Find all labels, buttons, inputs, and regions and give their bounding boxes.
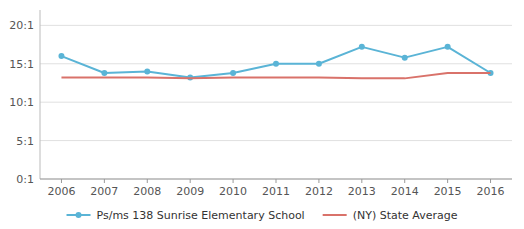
plot-area	[58, 44, 493, 81]
legend-label: Ps/ms 138 Sunrise Elementary School	[97, 209, 305, 222]
point-marker	[359, 44, 365, 50]
y-axis: 0:1 5:1 10:1 15:1 20:1	[9, 10, 512, 186]
point-marker	[445, 44, 451, 50]
legend: Ps/ms 138 Sunrise Elementary School (NY) …	[67, 209, 458, 222]
x-tick-label: 2012	[305, 185, 333, 198]
x-tick	[447, 179, 448, 183]
x-tick-label: 2006	[47, 185, 75, 198]
grid-line	[40, 25, 512, 26]
point-marker	[273, 61, 279, 67]
x-tick	[147, 179, 148, 183]
x-tick	[190, 179, 191, 183]
grid-line	[40, 102, 512, 103]
x-tick	[233, 179, 234, 183]
x-tick-label: 2010	[219, 185, 247, 198]
point-marker	[316, 61, 322, 67]
legend-label: (NY) State Average	[353, 209, 458, 222]
point-marker	[58, 53, 64, 59]
legend-swatch	[323, 214, 347, 216]
x-tick	[404, 179, 405, 183]
x-tick-label: 2016	[477, 185, 505, 198]
y-tick-label: 0:1	[16, 173, 34, 186]
y-axis-line	[40, 10, 41, 179]
x-tick-label: 2013	[348, 185, 376, 198]
series-line	[61, 47, 490, 78]
x-tick	[276, 179, 277, 183]
point-marker	[230, 70, 236, 76]
point-marker	[101, 70, 107, 76]
x-tick-label: 2008	[133, 185, 161, 198]
x-tick-label: 2014	[391, 185, 419, 198]
x-tick-label: 2007	[90, 185, 118, 198]
y-tick-label: 20:1	[9, 19, 34, 32]
x-axis: 2006 2007 2008 2009 2010 2011 2012 2013 2014 2015…	[40, 179, 512, 198]
legend-marker	[76, 212, 82, 218]
x-tick	[490, 179, 491, 183]
y-tick-label: 15:1	[9, 58, 34, 71]
series-line	[61, 73, 490, 78]
point-marker	[144, 68, 150, 74]
x-tick-label: 2011	[262, 185, 290, 198]
x-tick	[318, 179, 319, 183]
x-tick-label: 2009	[176, 185, 204, 198]
legend-item: Ps/ms 138 Sunrise Elementary School	[67, 209, 305, 222]
legend-item: (NY) State Average	[323, 209, 458, 222]
y-tick-label: 10:1	[9, 96, 34, 109]
x-tick	[361, 179, 362, 183]
grid-line	[40, 140, 512, 141]
point-marker	[402, 55, 408, 61]
y-tick-label: 5:1	[16, 135, 34, 148]
x-tick-label: 2015	[434, 185, 462, 198]
chart: 0:15:110:115:120:12006200720082009201020…	[0, 0, 524, 229]
x-tick	[104, 179, 105, 183]
x-tick	[61, 179, 62, 183]
